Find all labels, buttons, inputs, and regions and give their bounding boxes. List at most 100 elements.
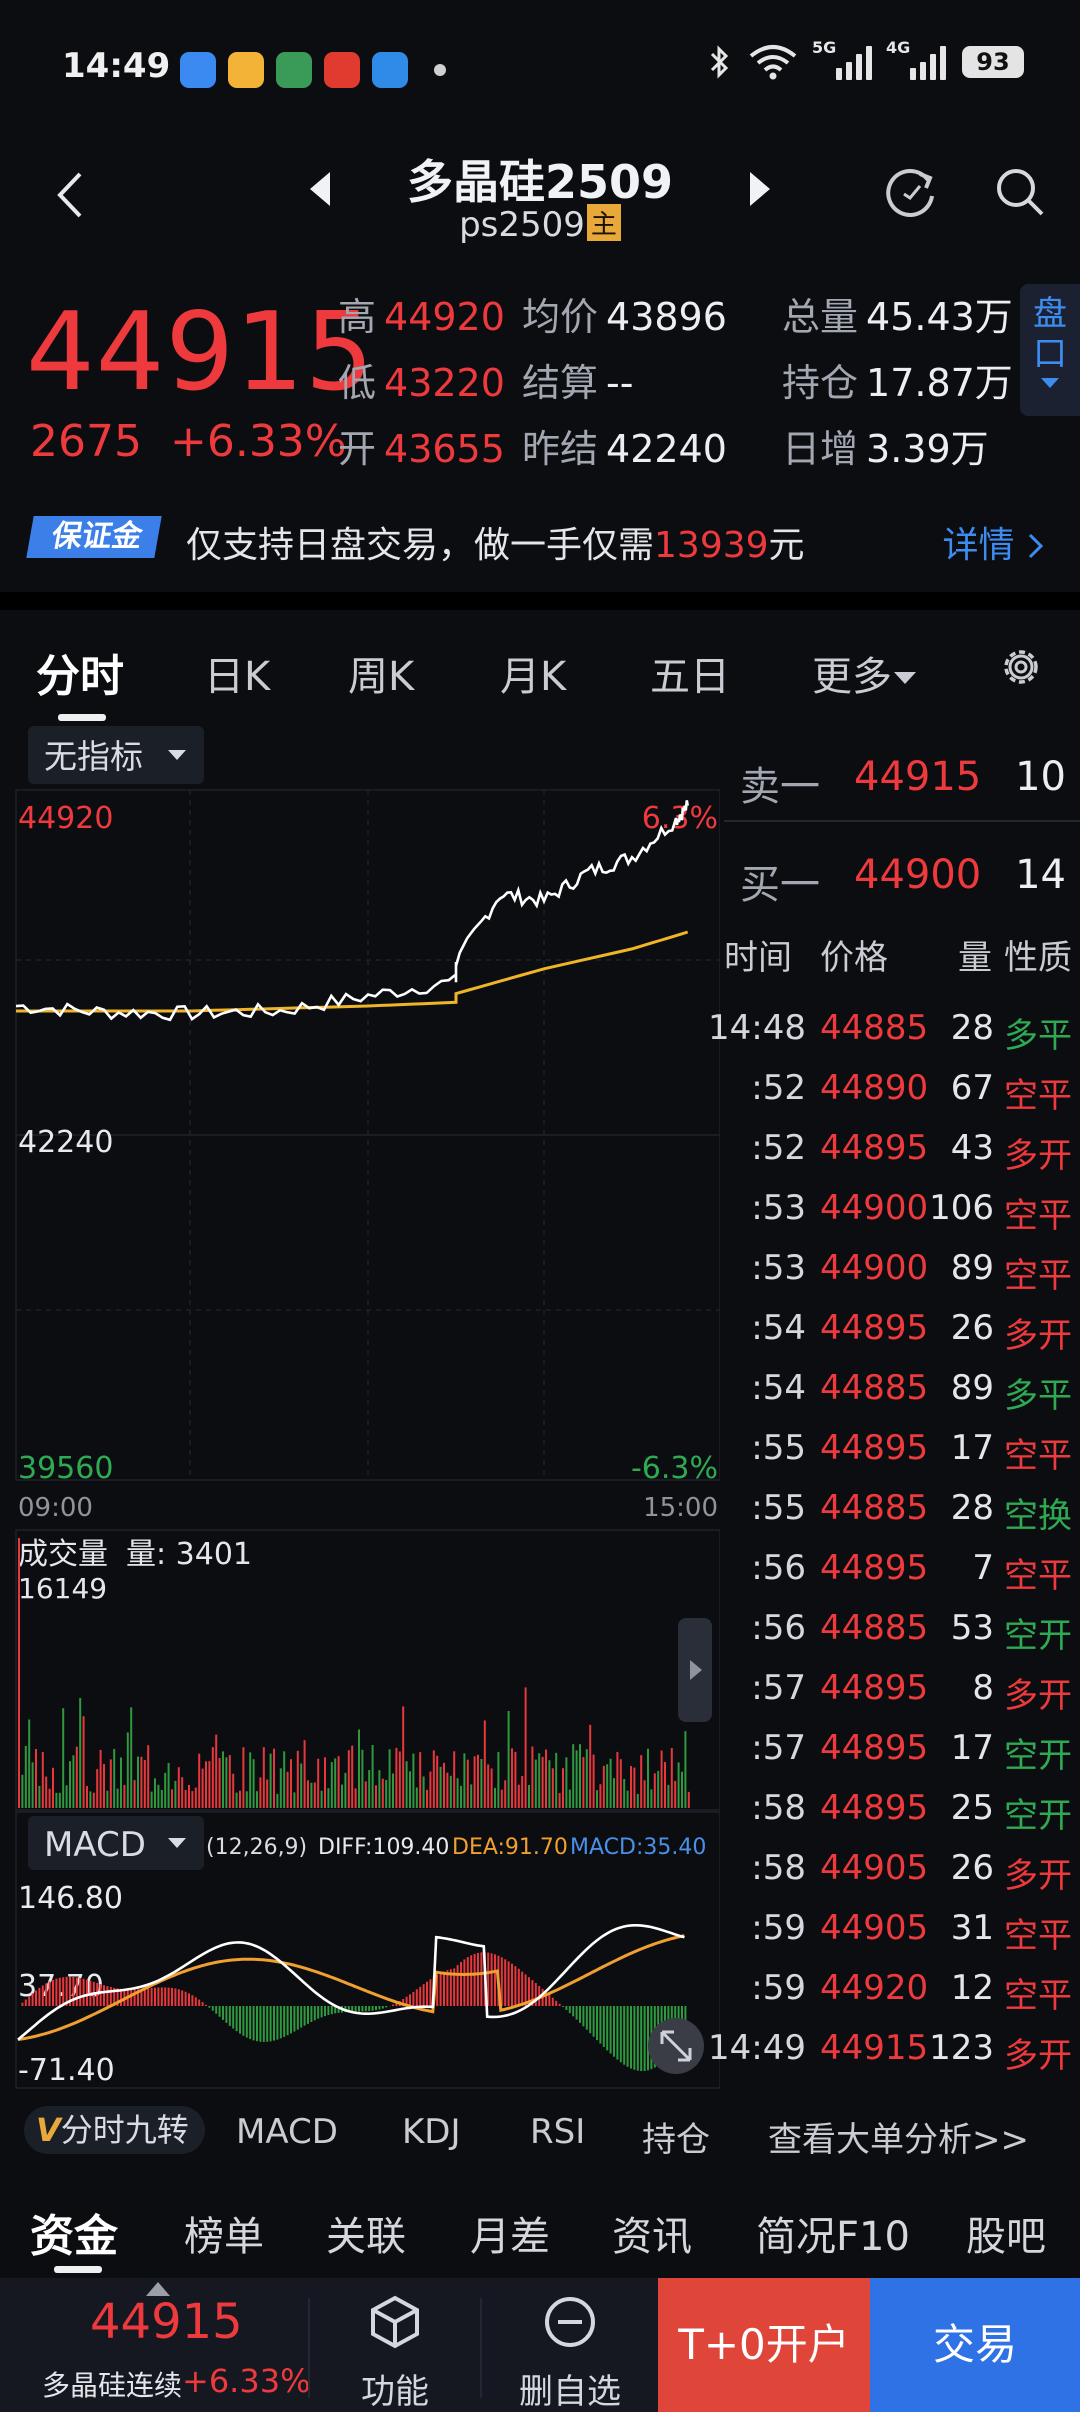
macd-bar bbox=[225, 2006, 228, 2023]
macd-bar bbox=[296, 2006, 299, 2030]
macd-bar bbox=[133, 1989, 136, 2006]
order-book-tab-label: 盘口 bbox=[1033, 294, 1067, 374]
margin-banner[interactable]: 保证金 仅支持日盘交易，做一手仅需13939元 详情 bbox=[0, 490, 1080, 582]
volume-bar bbox=[674, 1780, 677, 1808]
trade-volume: 12 bbox=[950, 1968, 994, 2008]
trade-price: 44920 bbox=[820, 1968, 929, 2008]
search-icon[interactable] bbox=[992, 164, 1048, 220]
order-book-tab[interactable]: 盘口 bbox=[1020, 284, 1080, 416]
trade-button[interactable]: 交易 bbox=[870, 2278, 1080, 2412]
function-button[interactable]: 功能 bbox=[330, 2278, 460, 2412]
macd-bar bbox=[330, 2006, 333, 2015]
macd-bar bbox=[385, 2006, 388, 2008]
tab-month-spread[interactable]: 月差 bbox=[470, 2214, 550, 2260]
indicator-open-interest[interactable]: 持仓 bbox=[642, 2120, 710, 2160]
tab-news[interactable]: 资讯 bbox=[612, 2214, 692, 2260]
indicator-rsi[interactable]: RSI bbox=[530, 2112, 586, 2152]
macd-bar bbox=[150, 1988, 153, 2006]
macd-bar bbox=[194, 1997, 197, 2006]
dot-icon bbox=[434, 64, 446, 76]
trade-time: :55 bbox=[751, 1488, 806, 1528]
macd-bar bbox=[613, 2006, 615, 2057]
indicator-dropdown[interactable]: 无指标 bbox=[28, 726, 204, 784]
gear-icon[interactable] bbox=[998, 644, 1044, 690]
collapse-handle[interactable] bbox=[678, 1618, 712, 1722]
macd-bar bbox=[69, 1976, 71, 2006]
macd-bar bbox=[466, 1957, 469, 2006]
macd-bar bbox=[293, 2006, 296, 2032]
volume-bar bbox=[276, 1793, 279, 1808]
refresh-icon[interactable] bbox=[884, 164, 940, 220]
remove-favorite-button[interactable]: 删自选 bbox=[500, 2278, 640, 2412]
trade-price: 44905 bbox=[820, 1848, 929, 1888]
macd-bar bbox=[201, 2002, 204, 2006]
macd-bar bbox=[395, 2002, 398, 2006]
volume-bar bbox=[579, 1744, 581, 1808]
volume-bar bbox=[667, 1784, 670, 1808]
volume-bar bbox=[545, 1749, 547, 1808]
prev-contract-arrow-icon[interactable] bbox=[310, 172, 330, 206]
volume-bar bbox=[89, 1791, 92, 1808]
macd-bar bbox=[235, 2006, 238, 2032]
macd-dropdown[interactable]: MACD bbox=[28, 1816, 204, 1870]
tab-related[interactable]: 关联 bbox=[326, 2214, 406, 2260]
macd-bar bbox=[511, 1963, 513, 2006]
app-icon-5 bbox=[372, 52, 408, 88]
tab-more[interactable]: 更多 bbox=[812, 644, 916, 702]
tab-f10[interactable]: 简况F10 bbox=[756, 2214, 910, 2260]
volume-bar bbox=[228, 1755, 231, 1808]
macd-bar bbox=[300, 2006, 303, 2028]
macd-bar bbox=[647, 2006, 649, 2071]
volume-bar bbox=[184, 1790, 187, 1808]
open-label: 开 bbox=[338, 427, 377, 471]
volume-bar bbox=[371, 1745, 374, 1808]
chevron-down-icon bbox=[1041, 378, 1059, 388]
volume-bar bbox=[245, 1791, 248, 1808]
tab-daily-k[interactable]: 日K bbox=[204, 654, 271, 700]
chevron-up-icon[interactable] bbox=[146, 2282, 170, 2296]
margin-badge: 保证金 bbox=[26, 516, 162, 558]
tab-funds[interactable]: 资金 bbox=[30, 2211, 118, 2262]
nine-turn-label: 分时九转 bbox=[60, 2111, 189, 2149]
volume-bar bbox=[572, 1744, 575, 1808]
high-cell: 高 44920 bbox=[338, 286, 505, 341]
tab-weekly-k[interactable]: 周K bbox=[348, 654, 415, 700]
volume-bar bbox=[286, 1771, 289, 1808]
volume-bar bbox=[147, 1745, 150, 1808]
tab-rankings[interactable]: 榜单 bbox=[184, 2214, 264, 2260]
volume-bar bbox=[551, 1768, 554, 1808]
volume-bar bbox=[398, 1751, 401, 1808]
volume-bar bbox=[266, 1779, 269, 1808]
expand-icon[interactable] bbox=[648, 2018, 704, 2074]
volume-bars bbox=[18, 1538, 690, 1808]
volume-bar bbox=[453, 1751, 456, 1808]
big-order-analysis-link[interactable]: 查看大单分析>> bbox=[768, 2120, 1029, 2160]
macd-bar bbox=[65, 1976, 68, 2006]
macd-bar bbox=[55, 1978, 58, 2006]
tab-intraday[interactable]: 分时 bbox=[36, 651, 124, 702]
intraday-chart[interactable]: 无指标 44920 6.3% 42240 39560 -6.3% 09:00 1… bbox=[0, 720, 720, 2092]
next-contract-arrow-icon[interactable] bbox=[750, 172, 770, 206]
volume-bar bbox=[164, 1772, 167, 1808]
indicator-macd[interactable]: MACD bbox=[236, 2112, 338, 2152]
macd-bar bbox=[273, 2006, 275, 2041]
tab-monthly-k[interactable]: 月K bbox=[500, 654, 567, 700]
volume-bar bbox=[143, 1760, 146, 1808]
trade-price: 44895 bbox=[820, 1308, 929, 1348]
margin-detail-link[interactable]: 详情 bbox=[943, 516, 1046, 568]
macd-bar bbox=[439, 1973, 442, 2006]
back-button[interactable] bbox=[46, 160, 96, 230]
tab-forum[interactable]: 股吧 bbox=[966, 2214, 1046, 2260]
macd-bar bbox=[579, 2006, 581, 2023]
trade-volume: 7 bbox=[972, 1548, 994, 1588]
nine-turn-button[interactable]: V分时九转 bbox=[24, 2106, 205, 2154]
volume-label: 成交量 bbox=[18, 1537, 108, 1572]
macd-bar bbox=[208, 2006, 211, 2008]
trade-time: :59 bbox=[751, 1908, 806, 1948]
tab-five-day[interactable]: 五日 bbox=[650, 654, 730, 700]
indicator-kdj[interactable]: KDJ bbox=[402, 2112, 461, 2152]
grid bbox=[15, 789, 720, 2089]
volume-bar bbox=[296, 1750, 299, 1808]
t0-open-account-button[interactable]: T+0开户 bbox=[658, 2278, 870, 2412]
macd-bar bbox=[283, 2006, 286, 2037]
